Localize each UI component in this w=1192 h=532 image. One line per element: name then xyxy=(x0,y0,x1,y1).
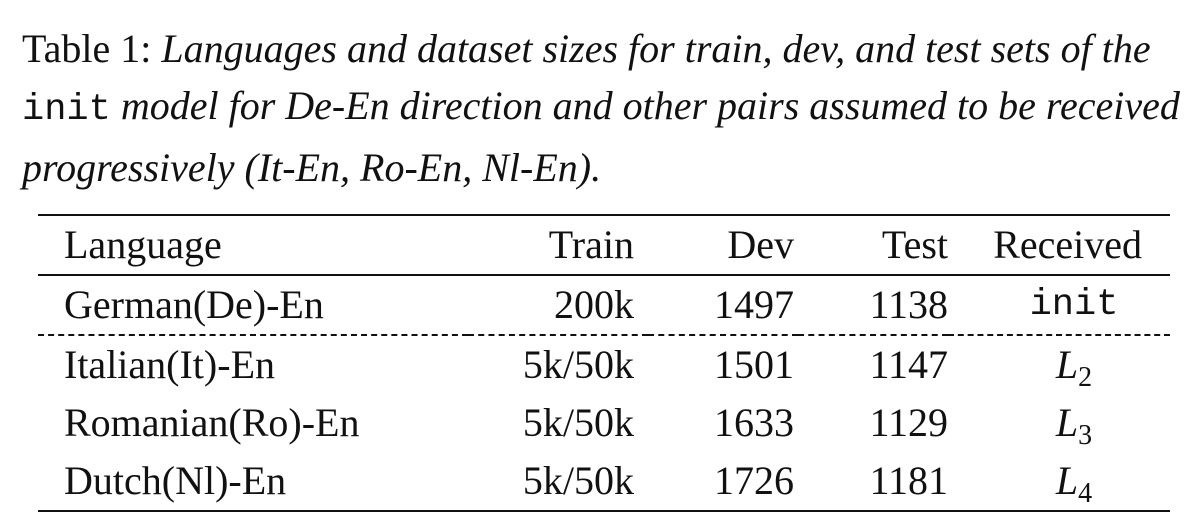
header-train: Train xyxy=(548,222,634,267)
cell-dev: 1726 xyxy=(714,458,794,503)
cell-dev: 1497 xyxy=(714,282,794,327)
caption-code-term: init xyxy=(22,89,111,131)
dataset-table: Language Train Dev Test Received German(… xyxy=(38,214,1170,512)
cell-dev: 1501 xyxy=(714,342,794,387)
header-dev: Dev xyxy=(727,222,794,267)
cell-language: Dutch(Nl)-En xyxy=(64,458,287,503)
caption-text-part1: Languages and dataset sizes for train, d… xyxy=(161,26,1151,71)
cell-test: 1147 xyxy=(869,342,948,387)
cell-received: L4 xyxy=(948,452,1170,511)
received-symbol: L3 xyxy=(1055,400,1093,451)
cell-train: 5k/50k xyxy=(522,400,634,445)
table-caption: Table 1: Languages and dataset sizes for… xyxy=(22,20,1182,196)
cell-received: L2 xyxy=(948,335,1170,394)
dataset-table-container: Language Train Dev Test Received German(… xyxy=(38,214,1170,512)
table-header: Language Train Dev Test Received xyxy=(38,215,1170,275)
cell-train: 5k/50k xyxy=(522,458,634,503)
table-row: Italian(It)-En 5k/50k 1501 1147 L2 xyxy=(38,335,1170,394)
cell-dev: 1633 xyxy=(714,400,794,445)
cell-test: 1181 xyxy=(869,458,948,503)
header-row: Language Train Dev Test Received xyxy=(38,215,1170,275)
cell-language: Romanian(Ro)-En xyxy=(64,400,360,445)
table-row: Dutch(Nl)-En 5k/50k 1726 1181 L4 xyxy=(38,452,1170,511)
header-test: Test xyxy=(881,222,948,267)
cell-test: 1138 xyxy=(869,282,948,327)
received-symbol: L4 xyxy=(1055,458,1093,509)
header-language: Language xyxy=(64,222,222,267)
cell-language: Italian(It)-En xyxy=(64,342,275,387)
caption-label: Table 1: xyxy=(22,26,152,71)
table-body: German(De)-En 200k 1497 1138 init Italia… xyxy=(38,275,1170,511)
cell-received: L3 xyxy=(948,394,1170,452)
table-row: Romanian(Ro)-En 5k/50k 1633 1129 L3 xyxy=(38,394,1170,452)
cell-test: 1129 xyxy=(869,400,948,445)
received-symbol: L2 xyxy=(1055,342,1093,393)
cell-received: init xyxy=(1029,284,1119,326)
table-row: German(De)-En 200k 1497 1138 init xyxy=(38,275,1170,335)
cell-train: 5k/50k xyxy=(522,342,634,387)
cell-language: German(De)-En xyxy=(64,282,324,327)
cell-train: 200k xyxy=(554,282,634,327)
header-received: Received xyxy=(993,222,1142,267)
caption-text-part2: model for De-En direction and other pair… xyxy=(22,83,1180,190)
